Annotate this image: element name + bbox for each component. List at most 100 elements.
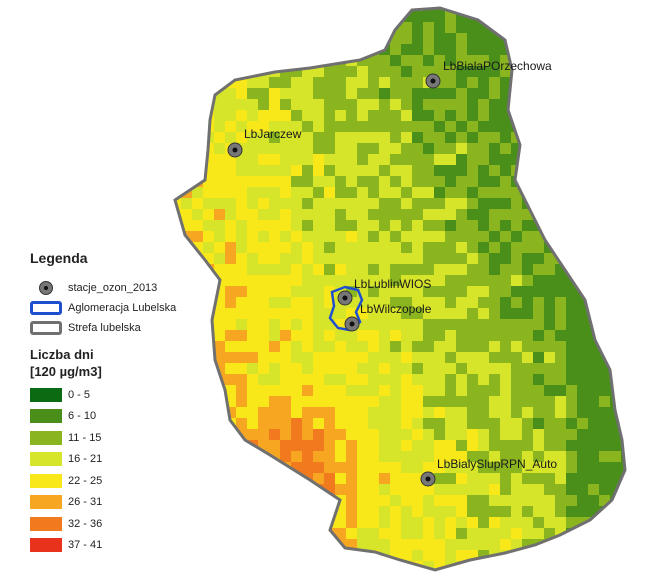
grid-cell <box>445 363 456 374</box>
grid-cell <box>445 374 456 385</box>
grid-cell <box>203 539 214 550</box>
grid-cell <box>533 429 544 440</box>
grid-cell <box>533 275 544 286</box>
grid-cell <box>247 220 258 231</box>
grid-cell <box>324 407 335 418</box>
grid-cell <box>522 143 533 154</box>
grid-cell <box>544 506 555 517</box>
grid-cell <box>247 484 258 495</box>
grid-cell <box>302 132 313 143</box>
grid-cell <box>236 11 247 22</box>
grid-cell <box>335 396 346 407</box>
grid-cell <box>632 242 643 253</box>
grid-cell <box>577 572 588 581</box>
grid-cell <box>467 539 478 550</box>
grid-cell <box>302 385 313 396</box>
grid-cell <box>423 451 434 462</box>
grid-cell <box>445 88 456 99</box>
grid-cell <box>225 253 236 264</box>
grid-cell <box>577 66 588 77</box>
grid-cell <box>368 77 379 88</box>
grid-cell <box>390 77 401 88</box>
grid-cell <box>225 330 236 341</box>
grid-cell <box>544 154 555 165</box>
grid-cell <box>313 264 324 275</box>
grid-cell <box>236 407 247 418</box>
grid-cell <box>357 429 368 440</box>
grid-cell <box>192 110 203 121</box>
grid-cell <box>500 55 511 66</box>
grid-cell <box>599 385 610 396</box>
grid-cell <box>291 363 302 374</box>
grid-cell <box>280 55 291 66</box>
grid-cell <box>566 44 577 55</box>
grid-cell <box>302 506 313 517</box>
grid-cell <box>511 572 522 581</box>
grid-cell <box>302 209 313 220</box>
grid-cell <box>423 44 434 55</box>
grid-cell <box>401 363 412 374</box>
grid-cell <box>401 484 412 495</box>
grid-cell <box>280 330 291 341</box>
grid-cell <box>610 517 621 528</box>
grid-cell <box>236 363 247 374</box>
class-label: 26 - 31 <box>68 496 103 509</box>
grid-cell <box>269 33 280 44</box>
grid-cell <box>324 231 335 242</box>
grid-cell <box>313 66 324 77</box>
station-marker[interactable] <box>227 142 243 158</box>
grid-cell <box>434 429 445 440</box>
grid-cell <box>324 286 335 297</box>
grid-cell <box>555 220 566 231</box>
grid-cell <box>236 33 247 44</box>
station-marker[interactable] <box>420 471 436 487</box>
grid-cell <box>170 572 181 581</box>
grid-cell <box>192 88 203 99</box>
grid-cell <box>225 187 236 198</box>
grid-cell <box>632 363 643 374</box>
grid-cell <box>599 550 610 561</box>
grid-cell <box>313 495 324 506</box>
grid-cell <box>599 220 610 231</box>
grid-cell <box>467 319 478 330</box>
grid-cell <box>445 330 456 341</box>
grid-cell <box>225 22 236 33</box>
grid-cell <box>566 220 577 231</box>
grid-cell <box>522 506 533 517</box>
grid-cell <box>544 396 555 407</box>
grid-cell <box>599 77 610 88</box>
grid-cell <box>335 88 346 99</box>
grid-cell <box>335 550 346 561</box>
grid-cell <box>577 22 588 33</box>
grid-cell <box>500 77 511 88</box>
grid-cell <box>555 99 566 110</box>
grid-cell <box>577 561 588 570</box>
grid-cell <box>225 209 236 220</box>
station-marker[interactable] <box>344 316 360 332</box>
grid-cell <box>599 187 610 198</box>
grid-cell <box>390 308 401 319</box>
grid-cell <box>445 550 456 561</box>
grid-cell <box>379 22 390 33</box>
grid-cell <box>313 451 324 462</box>
grid-cell <box>313 286 324 297</box>
grid-cell <box>610 198 621 209</box>
grid-cell <box>511 341 522 352</box>
station-marker[interactable] <box>337 290 353 306</box>
grid-cell <box>445 352 456 363</box>
grid-cell <box>621 286 625 297</box>
grid-cell <box>610 176 621 187</box>
grid-cell <box>456 473 467 484</box>
grid-cell <box>236 473 247 484</box>
grid-cell <box>269 143 280 154</box>
grid-cell <box>621 209 625 220</box>
grid-cell <box>346 308 357 319</box>
grid-cell <box>324 462 335 473</box>
grid-cell <box>175 132 181 143</box>
classes-title-line1: Liczba dni <box>30 347 94 362</box>
grid-cell <box>621 297 625 308</box>
grid-cell <box>401 308 412 319</box>
station-marker[interactable] <box>425 73 441 89</box>
grid-cell <box>313 231 324 242</box>
